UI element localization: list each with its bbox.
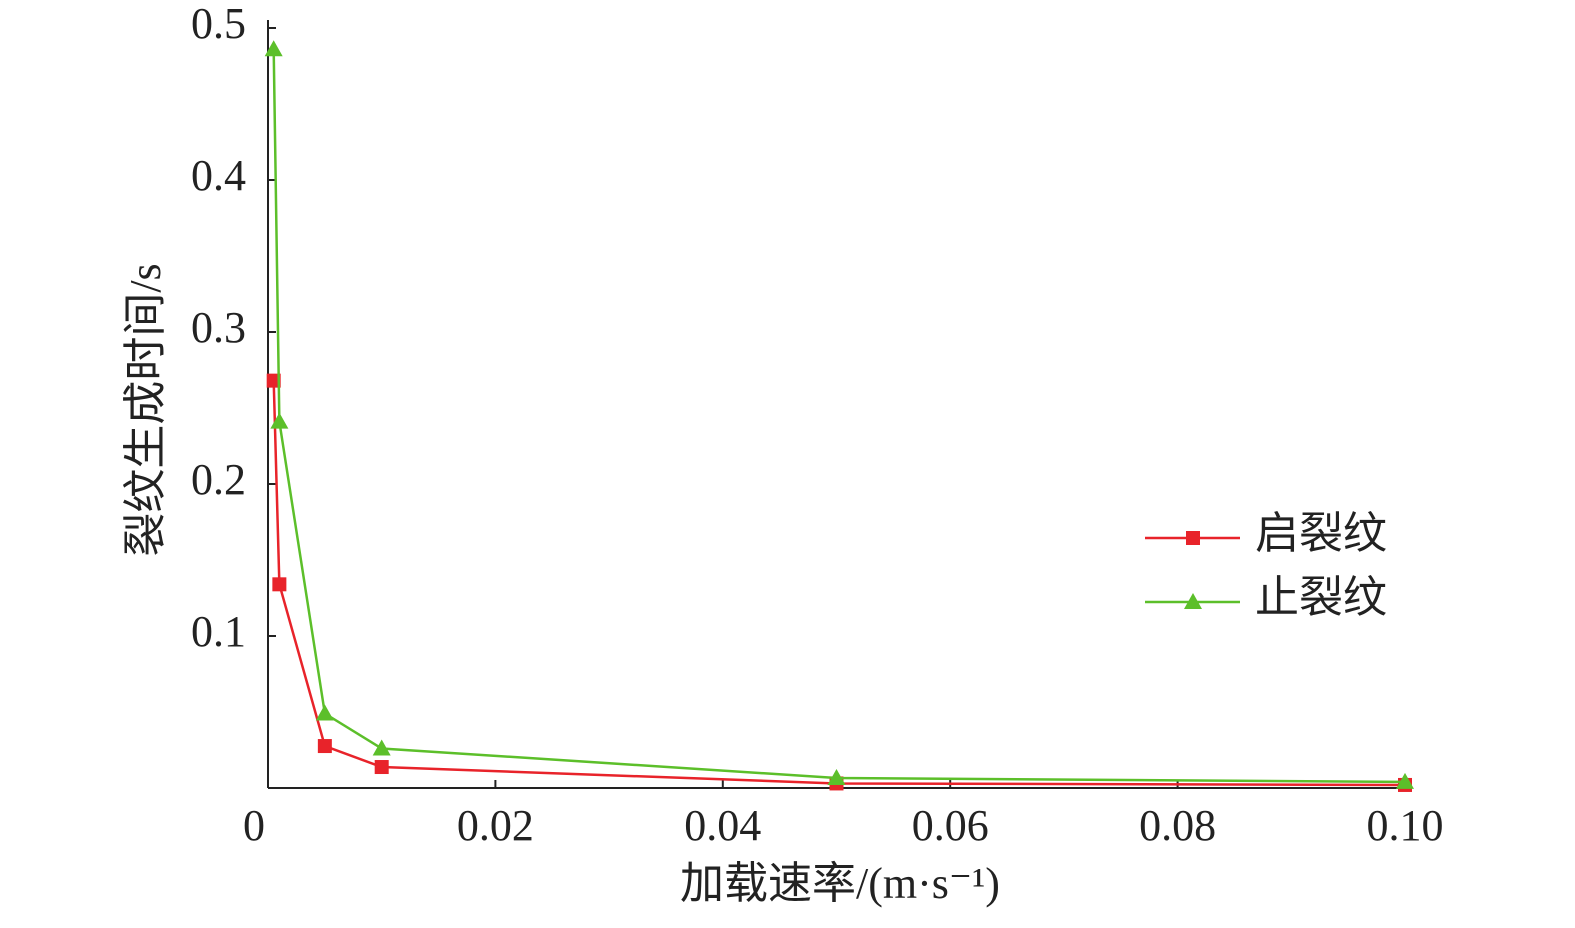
y-tick-label: 0.5 [191, 0, 246, 48]
x-tick-label: 0.02 [457, 801, 534, 850]
y-tick-label: 0.3 [191, 303, 246, 352]
y-tick-label: 0.2 [191, 455, 246, 504]
x-tick-label: 0 [243, 801, 265, 850]
x-axis-label: 加载速率/(m·s⁻¹) [680, 859, 1000, 908]
y-axis-label: 裂纹生成时间/s [121, 263, 170, 556]
legend-marker [1184, 593, 1202, 609]
y-tick-label: 0.4 [191, 151, 246, 200]
point [374, 760, 389, 775]
point [270, 412, 289, 429]
point [317, 739, 332, 754]
legend-label: 止裂纹 [1255, 573, 1387, 622]
series-line [272, 49, 1406, 784]
x-tick-label: 0.08 [1139, 801, 1216, 850]
point [266, 373, 281, 388]
point [272, 577, 287, 592]
legend-marker [1186, 531, 1200, 545]
y-tick-label: 0.1 [191, 607, 246, 656]
x-tick-label: 0.06 [912, 801, 989, 850]
x-tick-label: 0.10 [1367, 801, 1444, 850]
point [827, 768, 846, 785]
legend-label: 启裂纹 [1255, 509, 1387, 558]
point [264, 40, 283, 57]
series-line [272, 380, 1406, 787]
point [1396, 772, 1414, 789]
point [315, 704, 334, 721]
point [372, 739, 391, 756]
x-tick-label: 0.04 [684, 801, 761, 850]
